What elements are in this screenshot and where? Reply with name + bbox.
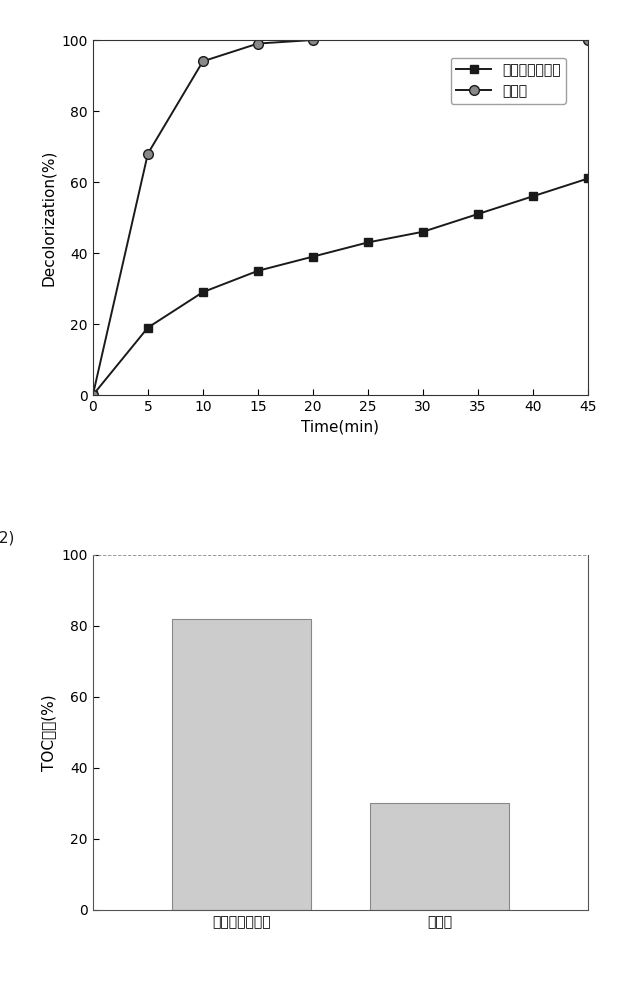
实施例	[310, 34, 317, 46]
商品化的石墨沈	[89, 389, 97, 401]
商品化的石墨沈	[254, 265, 262, 277]
Line: 商品化的石墨沈: 商品化的石墨沈	[89, 175, 592, 399]
实施例	[584, 34, 592, 46]
Y-axis label: TOC去除(%): TOC去除(%)	[41, 694, 56, 771]
商品化的石墨沈	[310, 251, 317, 263]
商品化的石墨沈	[529, 190, 537, 202]
X-axis label: Time(min): Time(min)	[301, 420, 379, 435]
商品化的石墨沈	[474, 208, 482, 220]
实施例	[89, 389, 97, 401]
商品化的石墨沈	[364, 236, 371, 248]
商品化的石墨沈	[584, 172, 592, 184]
Legend: 商品化的石墨沈, 实施例: 商品化的石墨沈, 实施例	[451, 58, 566, 104]
实施例	[199, 55, 207, 67]
Bar	[370, 803, 509, 910]
实施例	[254, 38, 262, 50]
Line: 实施例: 实施例	[88, 35, 593, 400]
Bar	[172, 619, 311, 910]
Text: (2): (2)	[0, 530, 15, 545]
商品化的石墨沈	[419, 226, 426, 238]
商品化的石墨沈	[144, 322, 152, 334]
商品化的石墨沈	[199, 286, 207, 298]
实施例	[144, 148, 152, 160]
Y-axis label: Decolorization(%): Decolorization(%)	[41, 149, 56, 286]
